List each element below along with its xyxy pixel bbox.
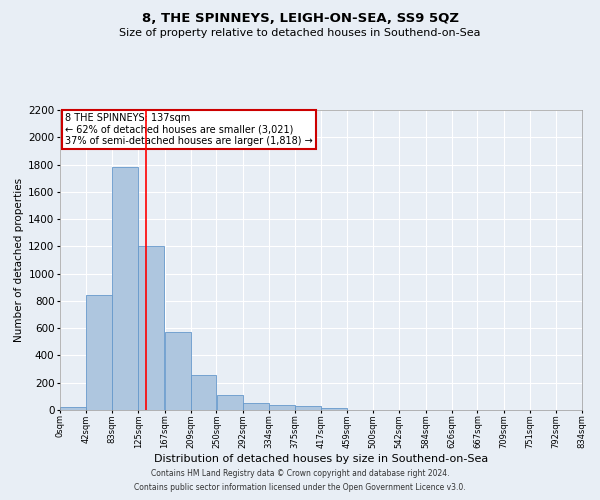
- Bar: [191, 374, 217, 410]
- Bar: [321, 408, 347, 410]
- Y-axis label: Number of detached properties: Number of detached properties: [14, 178, 24, 342]
- X-axis label: Distribution of detached houses by size in Southend-on-Sea: Distribution of detached houses by size …: [154, 454, 488, 464]
- Bar: [112, 168, 138, 410]
- Bar: [243, 403, 269, 410]
- Text: Size of property relative to detached houses in Southend-on-Sea: Size of property relative to detached ho…: [119, 28, 481, 38]
- Bar: [295, 406, 321, 410]
- Text: Contains public sector information licensed under the Open Government Licence v3: Contains public sector information licen…: [134, 484, 466, 492]
- Bar: [164, 332, 191, 410]
- Text: 8, THE SPINNEYS, LEIGH-ON-SEA, SS9 5QZ: 8, THE SPINNEYS, LEIGH-ON-SEA, SS9 5QZ: [142, 12, 458, 26]
- Bar: [86, 296, 112, 410]
- Bar: [60, 406, 86, 410]
- Text: 8 THE SPINNEYS: 137sqm
← 62% of detached houses are smaller (3,021)
37% of semi-: 8 THE SPINNEYS: 137sqm ← 62% of detached…: [65, 113, 313, 146]
- Bar: [269, 404, 295, 410]
- Text: Contains HM Land Registry data © Crown copyright and database right 2024.: Contains HM Land Registry data © Crown c…: [151, 468, 449, 477]
- Bar: [139, 246, 164, 410]
- Bar: [217, 395, 242, 410]
